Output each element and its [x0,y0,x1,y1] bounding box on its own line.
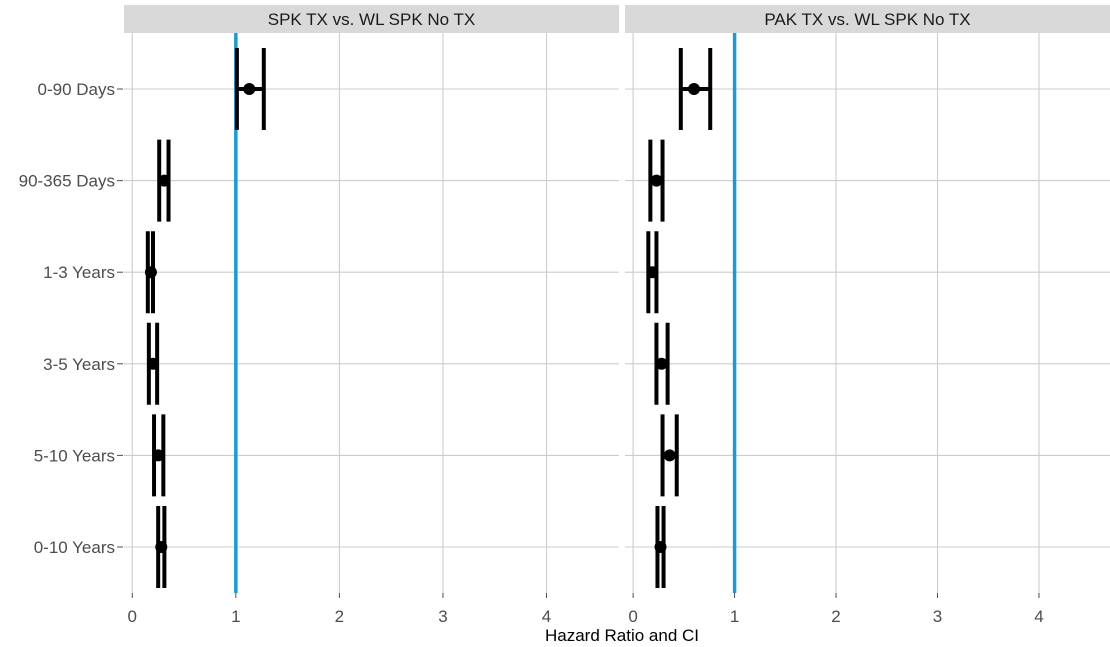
x-tick-label: 2 [335,607,344,626]
facet-title: SPK TX vs. WL SPK No TX [268,10,476,29]
estimate-point [663,449,676,462]
x-tick-label: 0 [128,607,137,626]
estimate-point [152,449,165,462]
estimate-point [144,266,157,279]
estimate-point [158,174,171,187]
estimate-point [655,357,668,370]
x-axis-title: Hazard Ratio and CI [545,626,699,645]
x-tick-label: 3 [933,607,942,626]
y-tick-label: 0-10 Years [34,538,115,557]
x-tick-label: 4 [542,607,551,626]
x-tick-label: 0 [628,607,637,626]
facet-title: PAK TX vs. WL SPK No TX [764,10,970,29]
estimate-point [687,83,700,95]
estimate-point [650,174,663,187]
estimate-point [155,541,168,553]
y-tick-label: 1-3 Years [43,263,115,282]
x-tick-label: 3 [438,607,447,626]
y-tick-label: 90-365 Days [19,172,115,191]
x-tick-label: 1 [730,607,739,626]
facet-strip [124,5,619,33]
estimate-point [646,266,659,279]
facet-panel: PAK TX vs. WL SPK No TX 0 1 2 3 4 [625,5,1110,626]
y-tick-label: 5-10 Years [34,446,115,465]
x-tick-label: 4 [1034,607,1043,626]
x-tick-label: 2 [831,607,840,626]
estimate-point [243,83,256,95]
y-tick-label: 3-5 Years [43,355,115,374]
y-tick-label: 0-90 Days [38,80,115,99]
facet-strip [625,5,1110,33]
estimate-point [654,541,667,553]
x-tick-label: 1 [231,607,240,626]
facet-panel: SPK TX vs. WL SPK No TX 0 1 2 3 4 [124,5,619,626]
estimate-point [146,357,159,370]
